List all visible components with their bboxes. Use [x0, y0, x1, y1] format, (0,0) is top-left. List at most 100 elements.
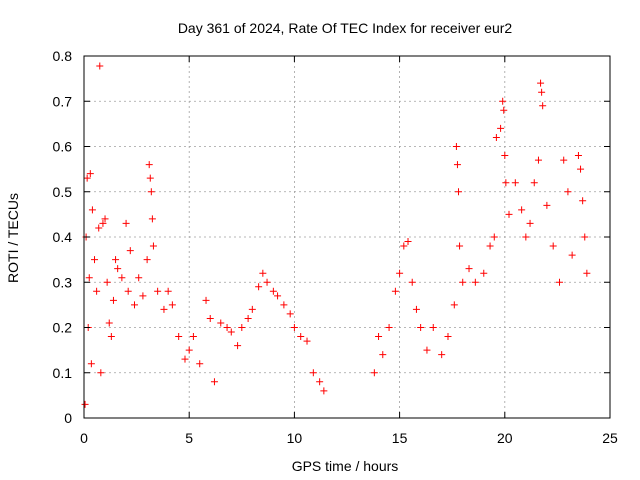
data-point — [114, 265, 122, 273]
data-point — [505, 210, 513, 218]
data-point — [568, 251, 576, 259]
x-tick-label: 10 — [287, 430, 303, 446]
data-point — [81, 400, 89, 408]
axis-ticks: 0 0.1 0.2 0.3 0.4 0.5 0.6 0.7 0.8 0 5 10 15 20 25 — [53, 48, 618, 446]
data-point — [185, 346, 193, 354]
data-point — [146, 174, 154, 182]
data-point — [465, 265, 473, 273]
data-point — [522, 233, 530, 241]
data-point — [147, 188, 155, 196]
data-point — [429, 324, 437, 331]
x-axis-title: GPS time / hours — [292, 458, 399, 474]
data-point — [269, 287, 277, 295]
data-point — [85, 274, 93, 282]
data-point — [297, 333, 305, 341]
data-point — [564, 188, 572, 196]
data-point — [423, 346, 431, 354]
data-point — [210, 378, 218, 386]
data-point — [316, 378, 324, 386]
data-point — [175, 333, 183, 341]
data-point — [537, 79, 545, 87]
data-point — [91, 256, 99, 264]
data-point — [112, 256, 120, 264]
data-point — [130, 301, 138, 309]
data-point — [391, 287, 399, 295]
y-tick-label: 0.5 — [53, 184, 73, 200]
data-point — [579, 197, 587, 205]
x-tick-label: 5 — [185, 430, 193, 446]
data-point — [238, 324, 246, 331]
data-point — [501, 152, 509, 160]
data-point — [217, 319, 225, 327]
data-point — [181, 355, 189, 363]
data-point — [556, 278, 564, 286]
data-point — [160, 305, 168, 313]
data-point — [164, 287, 172, 295]
data-point — [459, 278, 467, 286]
data-point — [574, 152, 582, 160]
data-point — [103, 278, 111, 286]
data-point — [534, 156, 542, 164]
data-point — [471, 278, 479, 286]
data-point — [101, 215, 109, 223]
x-tick-label: 0 — [80, 430, 88, 446]
data-point — [189, 333, 197, 341]
data-point — [303, 337, 311, 345]
data-point — [490, 233, 498, 241]
data-point — [309, 369, 317, 377]
data-point — [412, 305, 420, 313]
data-point — [135, 274, 143, 282]
data-point — [154, 287, 162, 295]
data-point — [530, 179, 538, 187]
data-point — [206, 314, 214, 322]
data-point — [109, 296, 117, 304]
data-point — [234, 342, 242, 350]
data-point — [259, 269, 267, 277]
data-point — [107, 333, 115, 341]
data-point — [248, 305, 256, 313]
y-tick-label: 0.2 — [53, 320, 73, 336]
data-point — [543, 201, 551, 209]
data-point — [223, 324, 231, 331]
y-tick-label: 0.3 — [53, 274, 73, 290]
y-tick-label: 0.8 — [53, 48, 73, 64]
data-point — [497, 124, 505, 132]
data-point — [88, 206, 96, 214]
data-point — [143, 256, 151, 264]
data-point — [87, 360, 95, 368]
data-point — [538, 88, 546, 96]
data-point — [518, 206, 526, 214]
data-point — [255, 283, 263, 291]
data-point — [274, 292, 282, 300]
data-point — [168, 301, 176, 309]
data-point — [320, 387, 328, 395]
chart-title: Day 361 of 2024, Rate Of TEC Index for r… — [178, 20, 513, 36]
data-point — [486, 242, 494, 250]
data-point — [438, 351, 446, 359]
data-point — [97, 369, 105, 377]
y-tick-label: 0.1 — [53, 365, 73, 381]
data-point — [385, 324, 393, 331]
data-points — [81, 62, 591, 408]
data-point — [492, 133, 500, 141]
data-point — [408, 278, 416, 286]
data-point — [196, 360, 204, 368]
data-point — [417, 324, 425, 331]
x-tick-label: 20 — [497, 430, 513, 446]
data-point — [244, 314, 252, 322]
y-tick-label: 0 — [64, 410, 72, 426]
data-point — [452, 143, 460, 150]
data-point — [96, 62, 104, 70]
data-point — [583, 269, 591, 277]
grid-lines — [84, 56, 610, 418]
data-point — [500, 106, 508, 114]
data-point — [263, 278, 271, 286]
data-point — [202, 296, 210, 304]
data-point — [145, 161, 153, 169]
data-point — [105, 319, 113, 327]
data-point — [86, 170, 94, 178]
data-point — [581, 233, 589, 241]
data-point — [149, 242, 157, 250]
data-point — [99, 219, 107, 227]
